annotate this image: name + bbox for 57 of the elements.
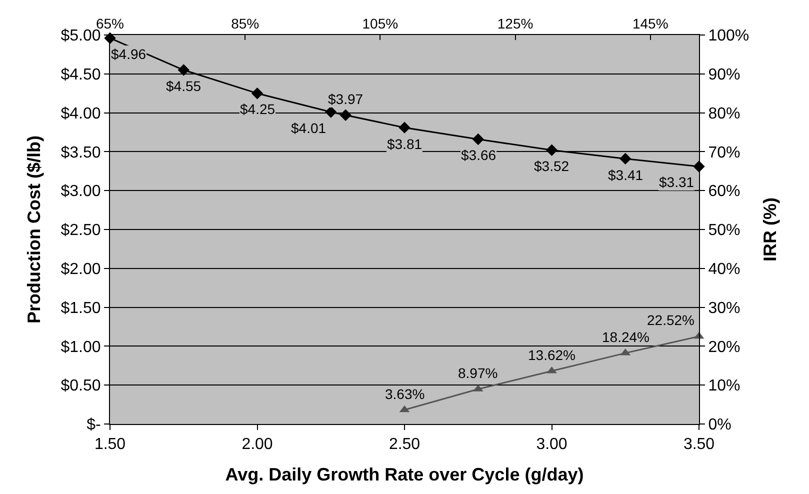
data-label: $3.81 — [387, 136, 422, 152]
data-label: 13.62% — [528, 347, 576, 363]
x-tick-label: 2.50 — [388, 436, 420, 454]
y2-tick-label: 60% — [708, 183, 740, 200]
point — [251, 88, 264, 100]
data-label: $3.52 — [534, 158, 570, 174]
x-tick-label: 3.50 — [683, 436, 715, 454]
y-tick-label: $0.50 — [60, 378, 101, 395]
y-axis-title: Production Cost ($/lb) — [24, 136, 44, 324]
point — [340, 109, 352, 121]
y2-tick-label: 20% — [708, 338, 740, 356]
x-axis-title: Avg. Daily Growth Rate over Cycle (g/day) — [225, 464, 584, 484]
data-label: 22.52% — [647, 312, 694, 328]
data-label: 8.97% — [458, 365, 498, 381]
y-tick-label: $- — [86, 416, 101, 434]
y2-tick-label: 100% — [708, 28, 750, 45]
y2-tick-label: 90% — [708, 66, 740, 84]
data-label: $4.55 — [166, 78, 202, 94]
x2-tick-label: 105% — [362, 15, 398, 32]
x2-tick-label: 85% — [231, 15, 260, 32]
y-tick-label: $2.00 — [60, 261, 101, 278]
y-tick-label: $3.50 — [60, 144, 101, 162]
x-tick-label: 3.00 — [536, 436, 568, 454]
y2-tick-label: 30% — [708, 300, 740, 317]
data-label: $3.41 — [608, 167, 644, 183]
x-tick-label: 2.00 — [242, 436, 273, 454]
y-tick-label: $1.00 — [60, 338, 101, 356]
data-label: 3.63% — [385, 386, 425, 402]
data-label: $3.31 — [659, 174, 694, 190]
y-tick-label: $3.00 — [60, 183, 101, 200]
point — [546, 144, 558, 156]
y2-tick-label: 70% — [708, 144, 740, 162]
point — [325, 106, 337, 118]
y2-axis-title: IRR (%) — [760, 198, 780, 262]
point — [472, 133, 484, 146]
data-label: $4.96 — [111, 46, 146, 62]
data-label: $3.97 — [328, 91, 364, 107]
y-tick-label: $4.00 — [60, 105, 101, 122]
data-label: $3.66 — [461, 147, 496, 163]
data-label: $4.01 — [291, 120, 326, 136]
y-tick-label: $4.50 — [60, 66, 101, 84]
x2-tick-label: 145% — [632, 15, 668, 32]
point — [620, 152, 632, 165]
x-tick-label: 1.50 — [94, 436, 126, 454]
point — [178, 64, 190, 76]
y-tick-label: $1.50 — [60, 300, 101, 317]
y2-tick-label: 50% — [708, 222, 740, 240]
y2-tick-label: 0% — [708, 416, 732, 434]
y2-tick-label: 10% — [708, 378, 740, 395]
data-label: $4.25 — [240, 101, 276, 117]
y2-tick-label: 80% — [708, 105, 740, 122]
y-tick-label: $5.00 — [60, 28, 101, 45]
point — [398, 122, 410, 134]
data-label: 18.24% — [602, 329, 650, 345]
x2-tick-label: 125% — [497, 15, 534, 32]
y2-tick-label: 40% — [708, 261, 740, 278]
y-tick-label: $2.50 — [60, 222, 101, 240]
